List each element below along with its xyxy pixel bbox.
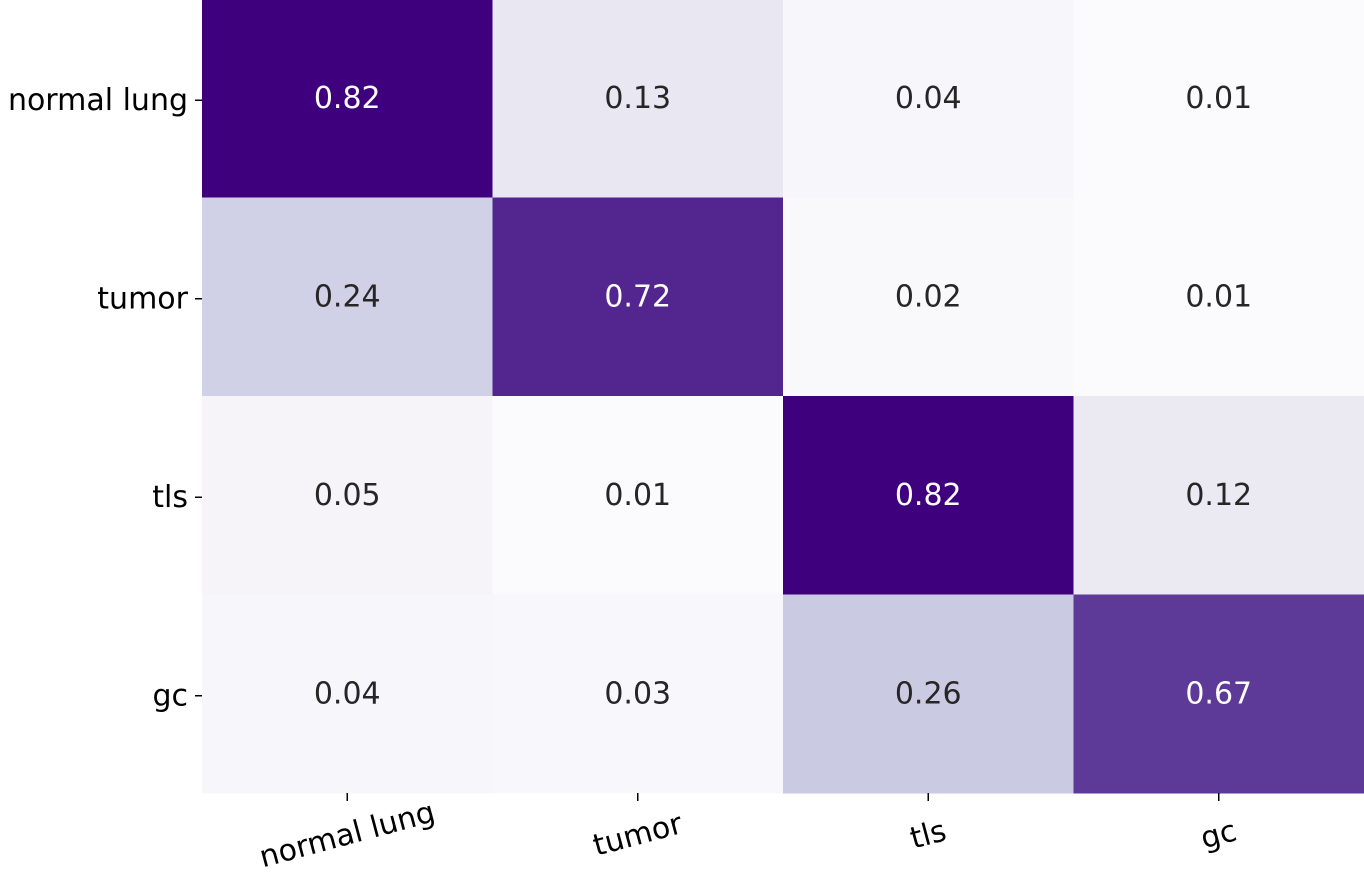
cell-value-label: 0.01 bbox=[604, 478, 671, 513]
cell-value-label: 0.02 bbox=[895, 279, 962, 314]
y-tick-label: tumor bbox=[97, 281, 188, 316]
cell-value-label: 0.01 bbox=[1185, 279, 1252, 314]
cell-value-label: 0.12 bbox=[1185, 478, 1252, 513]
y-tick-label: gc bbox=[152, 678, 188, 713]
heatmap-cell bbox=[783, 0, 1074, 198]
cell-value-label: 0.72 bbox=[604, 279, 671, 314]
heatmap-cells bbox=[202, 0, 1364, 794]
heatmap-cell bbox=[492, 396, 784, 595]
heatmap-cell bbox=[202, 0, 493, 198]
heatmap-cell bbox=[492, 197, 784, 397]
x-tick-label: tls bbox=[906, 813, 950, 856]
heatmap-cell bbox=[492, 594, 784, 794]
cell-value-label: 0.04 bbox=[895, 81, 962, 116]
heatmap-cell bbox=[1073, 0, 1364, 198]
heatmap-cell bbox=[202, 197, 493, 397]
heatmap-cell bbox=[202, 396, 493, 595]
heatmap-cell bbox=[783, 396, 1074, 595]
y-tick-label: normal lung bbox=[8, 83, 188, 118]
x-axis: normal lung tumor tls gc bbox=[256, 793, 1240, 875]
cell-value-label: 0.01 bbox=[1185, 81, 1252, 116]
heatmap-cell-labels: 0.82 0.13 0.04 0.01 0.24 0.72 0.02 0.01 0.05 0.01… bbox=[314, 81, 1252, 712]
cell-value-label: 0.24 bbox=[314, 279, 381, 314]
cell-value-label: 0.82 bbox=[314, 81, 381, 116]
cell-value-label: 0.05 bbox=[314, 478, 381, 513]
heatmap-cell bbox=[783, 594, 1074, 794]
heatmap-cell bbox=[1073, 396, 1364, 595]
y-tick-label: tls bbox=[152, 480, 188, 515]
cell-value-label: 0.04 bbox=[314, 676, 381, 711]
x-tick-label: gc bbox=[1197, 813, 1240, 856]
cell-value-label: 0.26 bbox=[895, 676, 962, 711]
heatmap-cell bbox=[492, 0, 784, 198]
heatmap-cell bbox=[1073, 594, 1364, 794]
y-axis: normal lung tumor tls gc bbox=[8, 83, 202, 713]
cell-value-label: 0.82 bbox=[895, 478, 962, 513]
heatmap-cell bbox=[1073, 197, 1364, 397]
heatmap-cell bbox=[783, 197, 1074, 397]
cell-value-label: 0.67 bbox=[1185, 676, 1252, 711]
cell-value-label: 0.03 bbox=[604, 676, 671, 711]
heatmap-cell bbox=[202, 594, 493, 794]
x-tick-label: normal lung bbox=[256, 795, 439, 875]
cell-value-label: 0.13 bbox=[604, 81, 671, 116]
x-tick-label: tumor bbox=[589, 806, 686, 863]
